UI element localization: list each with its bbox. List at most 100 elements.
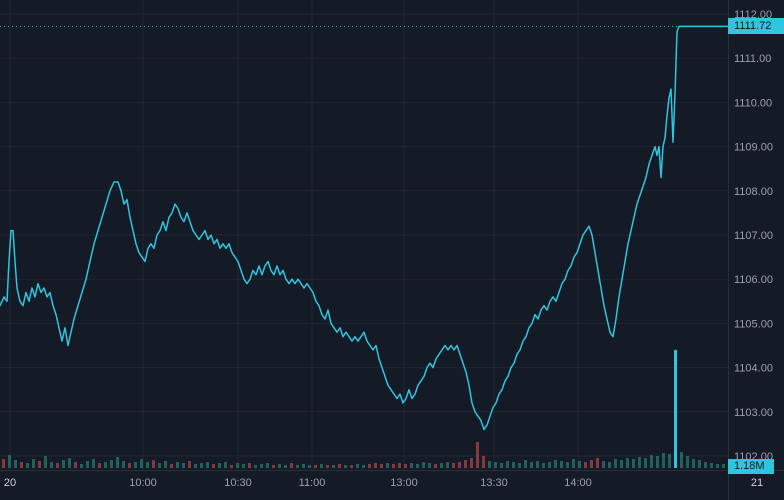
volume-bar <box>440 463 443 468</box>
volume-bar <box>344 465 347 468</box>
volume-bar <box>104 462 107 468</box>
volume-bar <box>458 462 461 468</box>
volume-bar <box>680 452 683 468</box>
volume-bar <box>350 465 353 468</box>
x-axis-label: 10:30 <box>224 477 252 489</box>
volume-bar <box>122 461 125 468</box>
y-axis-label: 1107.00 <box>734 230 773 242</box>
volume-bar <box>434 464 437 468</box>
volume-bar <box>470 458 473 468</box>
volume-bar <box>626 458 629 468</box>
y-axis-label: 1110.00 <box>734 97 772 109</box>
volume-bar <box>542 463 545 468</box>
volume-bar <box>200 463 203 468</box>
volume-bar <box>674 350 677 468</box>
volume-bar <box>224 462 227 468</box>
last-volume-label: 1.18M <box>728 459 774 474</box>
volume-bar <box>356 464 359 468</box>
volume-bar <box>272 465 275 468</box>
volume-bar <box>68 458 71 468</box>
x-axis-label: 13:00 <box>390 477 418 489</box>
volume-bar <box>128 463 131 468</box>
volume-bar <box>62 460 65 468</box>
volume-bar <box>632 459 635 468</box>
volume-bar <box>98 463 101 468</box>
y-axis-label: 1106.00 <box>734 274 773 286</box>
volume-bar <box>608 462 611 468</box>
volume-bar <box>80 464 83 468</box>
volume-bar <box>488 461 491 468</box>
volume-bar <box>218 463 221 468</box>
volume-bar <box>710 463 713 468</box>
y-axis-label: 1103.00 <box>734 407 773 419</box>
volume-bar <box>482 456 485 468</box>
volume-bar <box>176 462 179 468</box>
volume-bar <box>548 462 551 468</box>
volume-bar <box>602 461 605 468</box>
volume-bar <box>116 457 119 468</box>
time-axis[interactable] <box>0 470 784 500</box>
y-axis-label: 1105.00 <box>734 318 773 330</box>
price-axis[interactable] <box>728 0 784 470</box>
volume-bar <box>530 462 533 468</box>
volume-bar <box>590 460 593 468</box>
volume-bar <box>14 460 17 468</box>
x-axis-label: 10:00 <box>129 477 157 489</box>
volume-bar <box>476 442 479 468</box>
volume-bar <box>74 462 77 468</box>
volume-bar <box>596 458 599 468</box>
volume-bar <box>704 462 707 468</box>
volume-bar <box>614 459 617 468</box>
x-axis-label: 14:00 <box>564 477 592 489</box>
volume-bar <box>188 461 191 468</box>
volume-bar <box>332 465 335 468</box>
x-axis-label: 13:30 <box>480 477 508 489</box>
volume-bar <box>140 459 143 468</box>
volume-bar <box>170 464 173 468</box>
volume-bar <box>8 455 11 468</box>
volume-bar <box>296 465 299 468</box>
price-line <box>0 25 729 431</box>
volume-bar <box>410 463 413 468</box>
volume-bar <box>38 461 41 468</box>
volume-bar <box>380 464 383 468</box>
volume-bar <box>2 459 5 468</box>
volume-bar <box>290 463 293 468</box>
x-axis-label: 21 <box>751 477 763 489</box>
volume-bar <box>260 464 263 468</box>
volume-bar <box>650 455 653 468</box>
volume-bar <box>164 461 167 468</box>
volume-bar <box>50 462 53 468</box>
volume-bar <box>500 463 503 468</box>
volume-bar <box>404 464 407 468</box>
y-axis-label: 1112.00 <box>734 9 772 21</box>
last-price-label: 1111.72 <box>728 18 784 35</box>
volume-bar <box>326 465 329 468</box>
volume-bar <box>578 461 581 468</box>
volume-bar <box>662 453 665 468</box>
volume-bar <box>314 465 317 468</box>
volume-bar <box>20 462 23 468</box>
volume-bar <box>230 465 233 468</box>
volume-bar <box>536 461 539 468</box>
volume-bar <box>722 464 725 468</box>
volume-bar <box>254 465 257 468</box>
volume-bar <box>620 460 623 468</box>
y-axis-label: 1108.00 <box>734 186 773 198</box>
volume-bar <box>320 464 323 468</box>
volume-bar <box>284 465 287 468</box>
volume-bar <box>386 463 389 468</box>
volume-bar <box>506 461 509 468</box>
volume-bar <box>524 460 527 468</box>
volume-bar <box>308 465 311 468</box>
volume-bar <box>692 459 695 468</box>
volume-bar <box>554 460 557 468</box>
volume-bar <box>668 454 671 468</box>
volume-bar <box>416 464 419 468</box>
x-axis-label: 11:00 <box>299 477 326 489</box>
volume-bar <box>686 456 689 468</box>
volume-bar <box>644 458 647 468</box>
volume-bar <box>338 464 341 468</box>
